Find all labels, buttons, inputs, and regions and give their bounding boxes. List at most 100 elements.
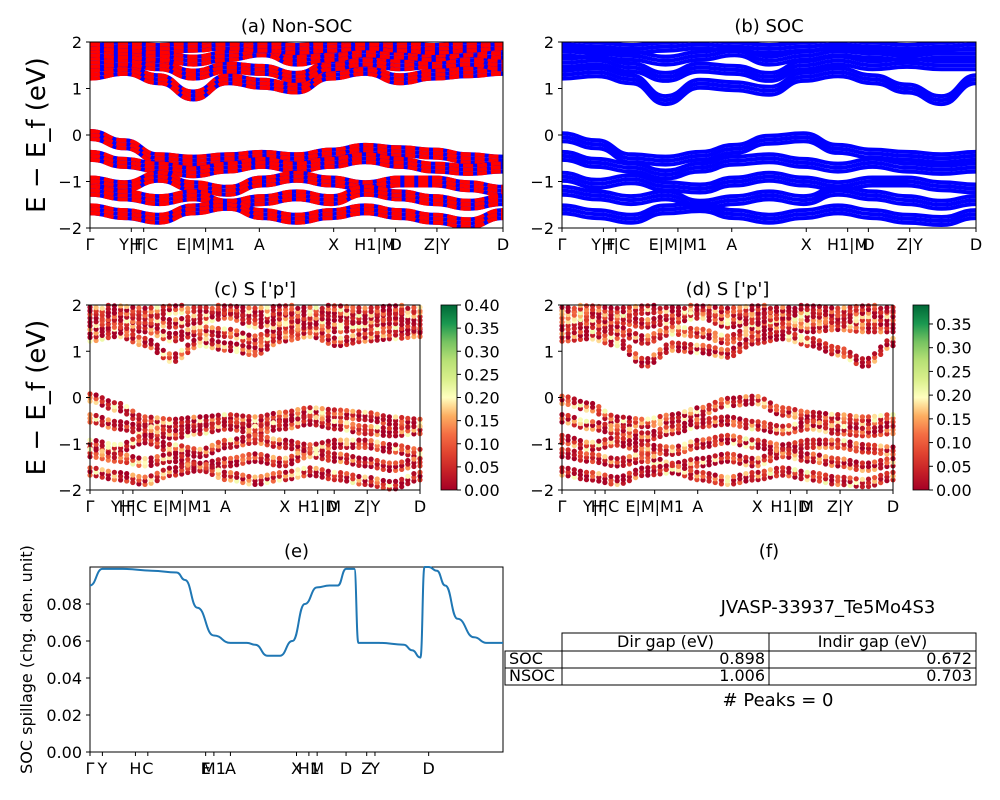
- scatter-point: [749, 397, 755, 403]
- scatter-point: [878, 450, 884, 456]
- scatter-point: [215, 412, 221, 418]
- scatter-point: [338, 470, 344, 476]
- scatter-point: [712, 317, 718, 323]
- scatter-point: [614, 431, 620, 437]
- scatter-point: [663, 349, 669, 355]
- band-line-blue: [562, 184, 976, 203]
- x-tick-label: H: [129, 759, 141, 778]
- x-tick-label: D: [414, 497, 426, 516]
- scatter-point: [761, 328, 767, 334]
- scatter-point: [626, 351, 633, 357]
- scatter-point: [731, 440, 737, 446]
- scatter-point: [633, 423, 639, 429]
- scatter-point: [209, 328, 215, 334]
- scatter-point: [142, 474, 148, 480]
- scatter-point: [786, 321, 792, 327]
- colorbar-tick-label: 0.00: [464, 481, 500, 500]
- scatter-point: [142, 309, 148, 315]
- scatter-point: [829, 437, 835, 443]
- x-tick-label: E|M|M1: [625, 497, 684, 516]
- scatter-point: [313, 325, 319, 331]
- scatter-point: [590, 451, 596, 457]
- scatter-point: [583, 303, 590, 309]
- scatter-point: [688, 460, 694, 466]
- scatter-point: [694, 477, 700, 483]
- scatter-point: [755, 340, 761, 346]
- scatter-point: [344, 474, 350, 480]
- y-tick-label: 2: [72, 296, 82, 315]
- scatter-point: [639, 451, 645, 457]
- scatter-point: [596, 326, 602, 332]
- scatter-point: [105, 310, 111, 316]
- scatter-point: [356, 323, 362, 329]
- scatter-point: [111, 477, 117, 483]
- scatter-point: [240, 453, 246, 459]
- scatter-point: [93, 330, 99, 336]
- scatter-point: [325, 468, 331, 474]
- scatter-point: [399, 425, 405, 431]
- scatter-point: [338, 437, 344, 443]
- band-line-blue: [562, 174, 976, 191]
- scatter-point: [583, 418, 590, 424]
- scatter-point: [639, 420, 645, 426]
- band-line-red: [90, 206, 503, 228]
- scatter-point: [338, 329, 344, 335]
- scatter-point: [154, 440, 160, 446]
- scatter-point: [596, 427, 602, 433]
- scatter-point: [620, 443, 626, 449]
- scatter-point: [749, 333, 755, 340]
- x-tick-label: H1|D: [770, 497, 810, 516]
- scatter-point: [289, 318, 295, 324]
- scatter-point: [209, 458, 215, 464]
- scatter-point: [700, 437, 706, 443]
- scatter-point: [620, 462, 626, 468]
- scatter-point: [166, 320, 172, 326]
- scatter-point: [645, 455, 651, 461]
- scatter-point: [657, 456, 663, 462]
- scatter-point: [878, 428, 884, 434]
- scatter-point: [386, 482, 392, 488]
- scatter-point: [724, 474, 731, 480]
- scatter-point: [362, 326, 368, 333]
- scatter-point: [724, 340, 731, 346]
- scatter-point: [792, 316, 798, 322]
- scatter-point: [209, 413, 215, 419]
- scatter-point: [252, 348, 258, 354]
- scatter-point: [313, 441, 319, 447]
- scatter-point: [270, 338, 276, 344]
- scatter-point: [620, 431, 626, 438]
- scatter-point: [301, 334, 307, 340]
- scatter-point: [645, 468, 651, 474]
- scatter-point: [258, 350, 264, 356]
- y-tick-label: 2: [72, 33, 82, 52]
- scatter-point: [221, 412, 227, 418]
- scatter-point: [816, 441, 823, 447]
- scatter-point: [356, 441, 362, 447]
- scatter-point: [130, 429, 136, 435]
- scatter-point: [215, 443, 221, 449]
- scatter-point: [166, 435, 172, 441]
- scatter-point: [577, 406, 584, 412]
- scatter-point: [246, 332, 252, 338]
- y-tick-label: 1: [72, 342, 82, 361]
- scatter-point: [356, 331, 362, 337]
- scatter-point: [350, 333, 356, 339]
- scatter-point: [270, 440, 276, 446]
- scatter-point: [411, 427, 417, 433]
- scatter-point: [620, 414, 626, 420]
- scatter-point: [620, 312, 626, 318]
- scatter-point: [755, 422, 761, 428]
- scatter-point: [228, 477, 234, 483]
- scatter-point: [148, 326, 154, 332]
- scatter-point: [368, 431, 374, 437]
- scatter-point: [338, 407, 344, 413]
- bands: [562, 42, 976, 228]
- scatter-point: [872, 446, 878, 452]
- scatter-point: [865, 433, 872, 439]
- scatter-point: [209, 305, 215, 311]
- table-cell-label: SOC: [509, 649, 543, 668]
- scatter-point: [633, 311, 639, 317]
- x-tick-label: D: [389, 235, 401, 254]
- scatter-point: [651, 422, 657, 428]
